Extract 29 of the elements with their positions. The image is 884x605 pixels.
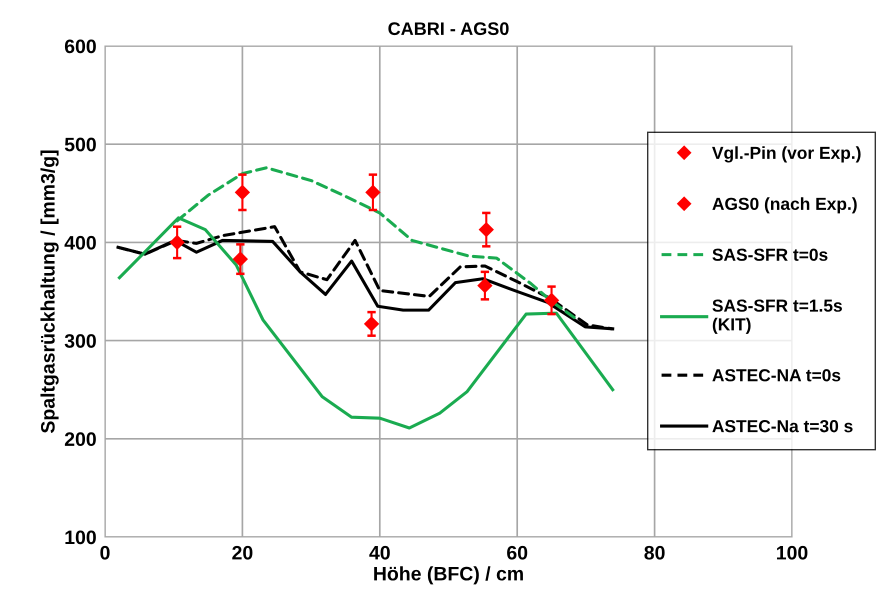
point	[366, 185, 380, 200]
y-tick-label: 200	[64, 432, 96, 446]
legend-label: AGS0 (nach Exp.)	[712, 197, 857, 214]
y-tick-label: 600	[64, 39, 96, 54]
point	[479, 222, 494, 237]
legend-label: SAS-SFR t=0s	[712, 248, 828, 261]
legend-label: SAS-SFR t=1.5s (KIT)	[712, 300, 842, 334]
point	[478, 278, 492, 293]
point	[170, 235, 184, 250]
point	[544, 293, 559, 308]
legend-label: ASTEC-Na t=30 s	[712, 420, 853, 432]
y-tick-label: 100	[65, 530, 96, 544]
x-tick-label: 100	[777, 546, 808, 560]
point	[364, 316, 379, 332]
x-tick-label: 40	[369, 546, 390, 560]
x-tick-label: 20	[232, 546, 252, 560]
chart-title: CABRI - AGS0	[388, 22, 509, 36]
x-tick-label: 60	[507, 546, 528, 560]
y-tick-label: 300	[64, 334, 96, 348]
legend-label: ASTEC-NA t=0s	[712, 369, 840, 382]
point	[235, 185, 250, 200]
x-tick-label: 0	[100, 546, 110, 560]
x-axis-title: Höhe (BFC) / cm	[374, 566, 523, 584]
x-tick-label: 80	[644, 546, 665, 560]
y-axis-title: Spaltgasrückhaltung / [mm3/g]	[40, 150, 59, 434]
y-tick-label: 500	[64, 138, 96, 152]
point	[233, 252, 248, 266]
y-tick-label: 400	[64, 236, 96, 250]
legend-label: Vgl.-Pin (vor Exp.)	[712, 146, 861, 163]
